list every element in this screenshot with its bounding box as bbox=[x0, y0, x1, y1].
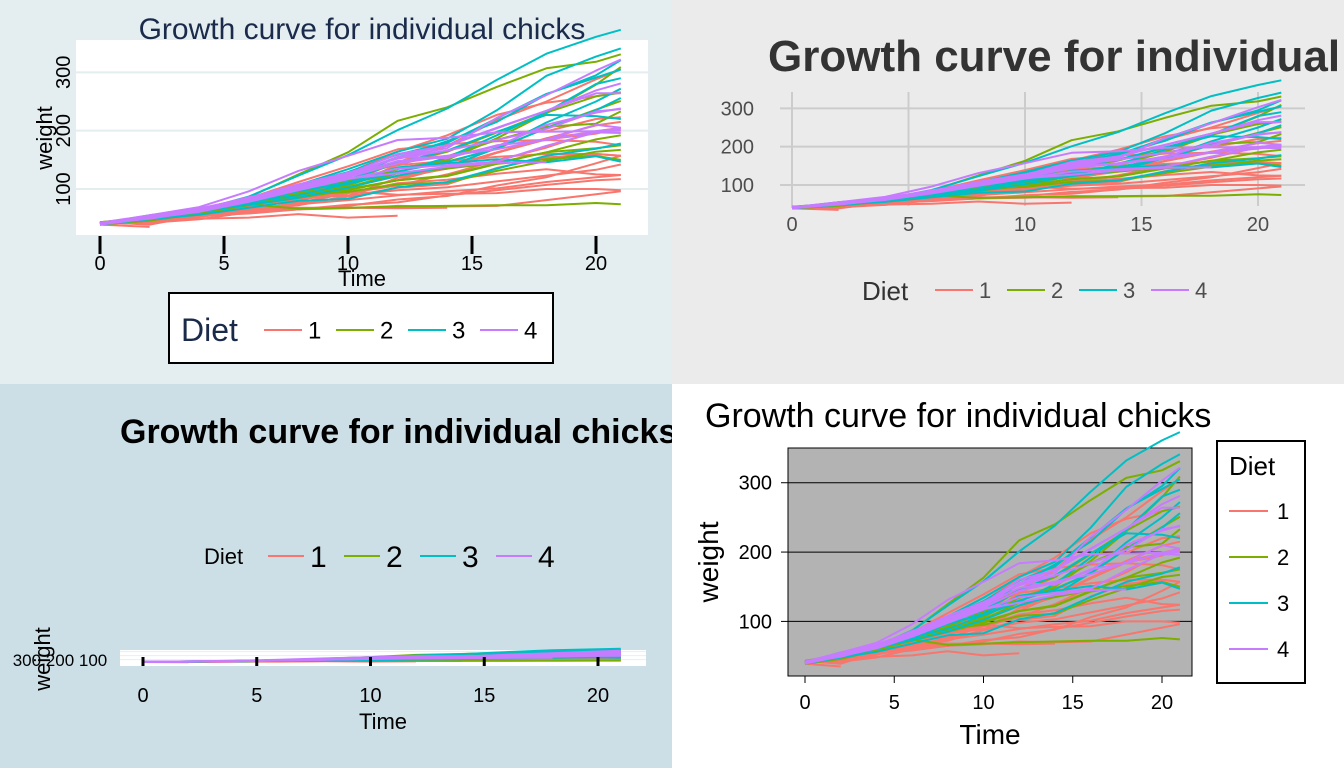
x-tick-label-15: 15 bbox=[1130, 214, 1152, 236]
x-tick-label-5: 5 bbox=[251, 685, 262, 707]
chart-panel-2: Growth curve for individual chicks 0 5 10 1… bbox=[672, 0, 1344, 384]
chart-2: Growth curve for individual chicks 0 5 10 1… bbox=[721, 32, 1344, 306]
chart-panel-1: Growth curve for individual chicks 0 5 10 1… bbox=[0, 0, 672, 384]
y-tick-label-200: 200 bbox=[739, 542, 772, 564]
x-tick-label-10: 10 bbox=[972, 692, 994, 714]
series-line-chick-37 bbox=[804, 566, 1181, 664]
legend-label-diet-2: 2 bbox=[380, 318, 393, 345]
x-tick-label-20: 20 bbox=[1151, 692, 1173, 714]
x-tick-label-0: 0 bbox=[94, 253, 105, 275]
legend-label-diet-1: 1 bbox=[1277, 499, 1289, 524]
x-tick-label-0: 0 bbox=[786, 214, 797, 236]
chart-1-x-axis-label: Time bbox=[338, 266, 386, 291]
series-line-chick-30 bbox=[804, 580, 1181, 663]
chart-3: Growth curve for individual chicks Diet … bbox=[13, 413, 672, 734]
series-line-chick-43 bbox=[99, 129, 621, 224]
chart-1: Growth curve for individual chicks 0 5 10 1… bbox=[32, 13, 648, 364]
x-tick-label-10: 10 bbox=[359, 685, 381, 707]
legend-label-diet-4: 4 bbox=[1195, 278, 1207, 303]
series-line-chick-37 bbox=[791, 154, 1282, 209]
legend-label-diet-1: 1 bbox=[310, 541, 327, 574]
legend-label-diet-1: 1 bbox=[979, 278, 991, 303]
x-tick-label-5: 5 bbox=[903, 214, 914, 236]
legend-label-diet-2: 2 bbox=[1277, 545, 1289, 570]
y-tick-label-300: 300 bbox=[721, 98, 754, 120]
chart-4-legend-title: Diet bbox=[1229, 451, 1276, 481]
series-line-chick-43 bbox=[804, 551, 1180, 663]
series-line-chick-20 bbox=[99, 178, 621, 225]
legend-label-diet-2: 2 bbox=[386, 541, 403, 574]
x-tick-label-5: 5 bbox=[218, 253, 229, 275]
series-line-chick-50 bbox=[791, 121, 1282, 209]
legend-label-diet-3: 3 bbox=[1123, 278, 1135, 303]
series-line-chick-20 bbox=[804, 608, 1180, 664]
x-tick-label-5: 5 bbox=[889, 692, 900, 714]
chart-2-title: Growth curve for individual chicks bbox=[768, 32, 1344, 81]
y-tick-label-200: 200 bbox=[53, 114, 75, 147]
chart-1-legend-box bbox=[168, 292, 554, 364]
chart-3-legend-title: Diet bbox=[204, 544, 243, 569]
chart-4-title: Growth curve for individual chicks bbox=[705, 397, 1211, 435]
series-line-chick-37 bbox=[99, 142, 622, 225]
chart-1-y-axis-label: weight bbox=[32, 106, 57, 171]
x-tick-label-15: 15 bbox=[473, 685, 495, 707]
chart-4-legend-box bbox=[1216, 440, 1306, 684]
series-line-chick-50 bbox=[142, 652, 621, 663]
y-tick-label-200: 200 bbox=[721, 137, 754, 159]
x-tick-label-20: 20 bbox=[1247, 214, 1269, 236]
chart-1-legend-title: Diet bbox=[181, 312, 238, 348]
x-tick-label-10: 10 bbox=[337, 253, 359, 275]
x-tick-label-0: 0 bbox=[799, 692, 810, 714]
chart-3-x-axis-label: Time bbox=[359, 709, 407, 734]
series-line-chick-18 bbox=[804, 662, 841, 668]
y-tick-label-100: 100 bbox=[53, 172, 75, 205]
series-line-chick-50 bbox=[99, 92, 621, 225]
x-tick-label-20: 20 bbox=[587, 685, 609, 707]
legend-label-diet-2: 2 bbox=[1051, 278, 1063, 303]
series-line-chick-10 bbox=[804, 603, 1181, 664]
legend-label-diet-3: 3 bbox=[462, 541, 479, 574]
chart-4-y-axis-label: weight bbox=[693, 521, 724, 603]
x-tick-label-15: 15 bbox=[461, 253, 483, 275]
x-tick-label-10: 10 bbox=[1014, 214, 1036, 236]
legend-label-diet-4: 4 bbox=[538, 541, 555, 574]
legend-label-diet-4: 4 bbox=[524, 318, 537, 345]
chart-4-x-axis-label: Time bbox=[959, 719, 1020, 750]
legend-label-diet-3: 3 bbox=[452, 318, 465, 345]
x-tick-label-0: 0 bbox=[137, 685, 148, 707]
y-tick-label-100: 100 bbox=[739, 611, 772, 633]
series-line-chick-18 bbox=[99, 223, 150, 228]
x-tick-label-15: 15 bbox=[1062, 692, 1084, 714]
legend-label-diet-3: 3 bbox=[1277, 591, 1289, 616]
legend-label-diet-4: 4 bbox=[1277, 637, 1289, 662]
y-tick-label-100: 100 bbox=[721, 175, 754, 197]
y-tick-label-300: 300 bbox=[739, 473, 772, 495]
y-tick-label-300: 300 bbox=[53, 56, 75, 89]
series-line-chick-50 bbox=[804, 506, 1180, 664]
chart-3-title: Growth curve for individual chicks bbox=[120, 413, 672, 451]
chart-2-legend-title: Diet bbox=[862, 276, 909, 306]
chart-panel-3: Growth curve for individual chicks Diet … bbox=[0, 384, 672, 768]
chart-3-y-tick-labels: 300 200 100 bbox=[13, 651, 108, 670]
chart-3-y-axis-label: weight bbox=[30, 627, 55, 692]
chart-4: Growth curve for individual chicks 0 5 10 1… bbox=[693, 397, 1306, 750]
legend-label-diet-1: 1 bbox=[308, 318, 321, 345]
chart-panel-4: Growth curve for individual chicks 0 5 10 1… bbox=[672, 384, 1344, 768]
x-tick-label-20: 20 bbox=[585, 253, 607, 275]
